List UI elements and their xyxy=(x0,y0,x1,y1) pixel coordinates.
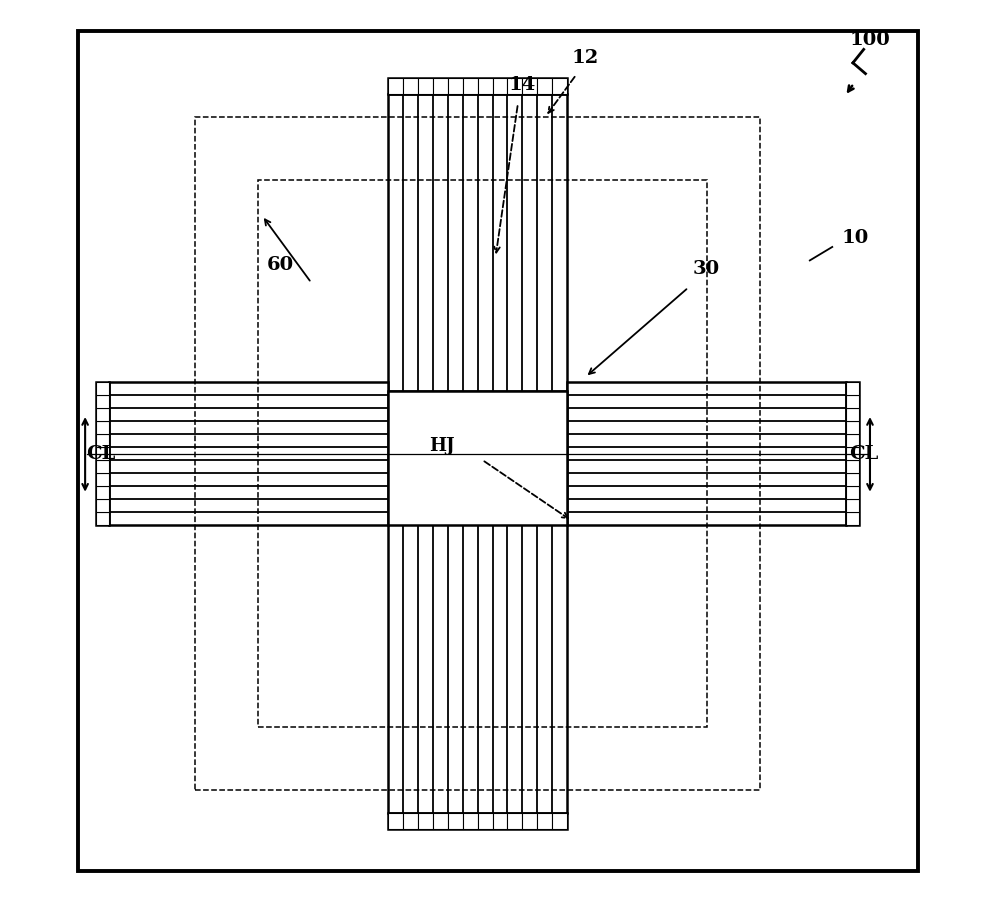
Bar xyxy=(846,499,859,512)
Bar xyxy=(96,486,109,499)
Bar xyxy=(493,78,507,94)
Bar xyxy=(552,78,567,94)
Bar xyxy=(507,813,522,829)
Text: HJ: HJ xyxy=(429,437,454,455)
Bar xyxy=(109,382,388,525)
Bar xyxy=(846,486,859,499)
Bar xyxy=(388,516,567,813)
Bar xyxy=(463,78,478,94)
Bar xyxy=(388,391,567,525)
Bar xyxy=(522,813,537,829)
Text: 60: 60 xyxy=(266,256,294,274)
Bar xyxy=(433,813,448,829)
Text: 12: 12 xyxy=(572,49,599,67)
Text: CL: CL xyxy=(849,445,878,463)
Bar xyxy=(846,382,859,395)
Bar xyxy=(388,813,403,829)
Bar xyxy=(846,382,859,525)
Bar xyxy=(388,78,567,94)
Bar xyxy=(507,78,522,94)
Bar xyxy=(258,180,707,727)
Bar xyxy=(567,382,846,525)
Bar xyxy=(96,421,109,434)
Bar xyxy=(846,460,859,473)
Bar xyxy=(537,78,552,94)
Bar xyxy=(96,512,109,525)
Bar xyxy=(846,395,859,408)
Bar xyxy=(522,78,537,94)
Bar xyxy=(96,447,109,460)
Bar xyxy=(846,434,859,447)
Bar xyxy=(96,382,109,525)
Bar xyxy=(463,813,478,829)
Bar xyxy=(478,813,493,829)
Bar xyxy=(846,473,859,486)
Bar xyxy=(493,813,507,829)
Bar xyxy=(846,447,859,460)
Bar xyxy=(96,499,109,512)
Text: 10: 10 xyxy=(841,229,868,247)
Bar xyxy=(388,94,567,391)
Bar xyxy=(96,460,109,473)
Bar xyxy=(478,78,493,94)
Bar xyxy=(448,78,463,94)
Text: 30: 30 xyxy=(693,260,720,278)
Bar xyxy=(448,813,463,829)
Bar xyxy=(403,813,418,829)
Bar xyxy=(96,382,109,395)
Bar xyxy=(433,78,448,94)
Bar xyxy=(552,813,567,829)
Bar xyxy=(388,813,567,829)
Text: 100: 100 xyxy=(850,31,891,49)
Bar xyxy=(418,813,433,829)
Bar xyxy=(388,78,403,94)
Text: CL: CL xyxy=(86,445,115,463)
Bar xyxy=(96,473,109,486)
Text: 14: 14 xyxy=(509,76,536,94)
Bar xyxy=(96,395,109,408)
Bar xyxy=(537,813,552,829)
Bar xyxy=(846,408,859,421)
Bar xyxy=(846,512,859,525)
Bar xyxy=(403,78,418,94)
Bar xyxy=(846,421,859,434)
Bar xyxy=(195,117,760,790)
Bar xyxy=(418,78,433,94)
Bar xyxy=(96,434,109,447)
Bar xyxy=(96,408,109,421)
